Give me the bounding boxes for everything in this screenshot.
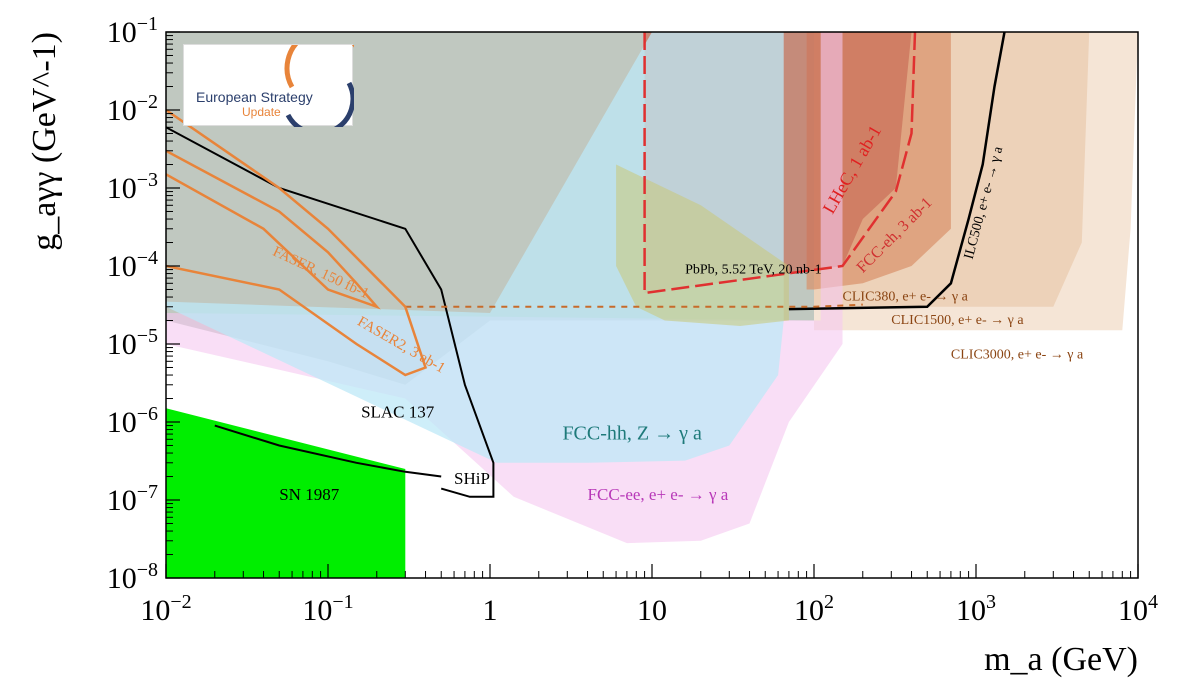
annotation-2: SN 1987: [279, 485, 339, 504]
y-tick-label-5: 10−6: [107, 403, 158, 439]
curve-FASER: [166, 149, 381, 310]
curve-SHiP: [166, 126, 495, 498]
y-tick-label-7: 10−8: [107, 559, 158, 595]
annotation-7: CLIC1500, e+ e- → γ a: [891, 313, 1024, 328]
y-tick-label-3: 10−4: [107, 247, 158, 283]
curve-SLAC 137: [214, 424, 442, 478]
y-tick-label-2: 10−3: [107, 169, 158, 205]
logo-arc-icon: [284, 45, 354, 127]
curve-ILC500: [788, 32, 1006, 311]
curves-layer: [166, 32, 1006, 498]
curve-FASER2: [166, 108, 428, 377]
x-tick-label-4: 102: [794, 591, 834, 627]
european-strategy-logo: European Strategy Update: [183, 44, 354, 127]
x-axis-label: m_a (GeV): [984, 641, 1138, 678]
curve-CLIC380: [405, 303, 863, 308]
logo-text-line1: European Strategy: [196, 89, 313, 105]
annotation-5: PbPb, 5.52 TeV, 20 nb-1: [685, 263, 822, 278]
y-tick-label-1: 10−2: [107, 91, 158, 127]
x-tick-label-5: 103: [956, 591, 996, 627]
annotation-1: SHiP: [454, 469, 490, 488]
region-SN-1987: [166, 408, 406, 578]
y-axis-label: g_aγγ (GeV^-1): [26, 32, 63, 251]
y-tick-label-4: 10−5: [107, 325, 158, 361]
annotation-3: FCC-hh, Z → γ a: [562, 422, 702, 444]
annotation-4: FCC-ee, e+ e- → γ a: [588, 485, 729, 504]
x-tick-label-2: 1: [483, 594, 498, 627]
y-tick-label-6: 10−7: [107, 481, 158, 517]
annotation-8: CLIC3000, e+ e- → γ a: [951, 348, 1084, 363]
curve-LHeC-edge: [643, 32, 917, 295]
x-tick-label-6: 104: [1118, 591, 1158, 627]
region-FCC-hh: [166, 32, 784, 463]
x-tick-label-0: 10−2: [140, 591, 191, 627]
logo-text-line2: Update: [242, 105, 281, 119]
region-PbPb: [616, 164, 789, 326]
x-tick-label-3: 10: [637, 594, 667, 627]
y-tick-label-0: 10−1: [107, 13, 158, 49]
x-tick-label-1: 10−1: [302, 591, 353, 627]
annotation-0: SLAC 137: [361, 402, 435, 421]
annotation-6: CLIC380, e+ e- → γ a: [843, 290, 969, 305]
